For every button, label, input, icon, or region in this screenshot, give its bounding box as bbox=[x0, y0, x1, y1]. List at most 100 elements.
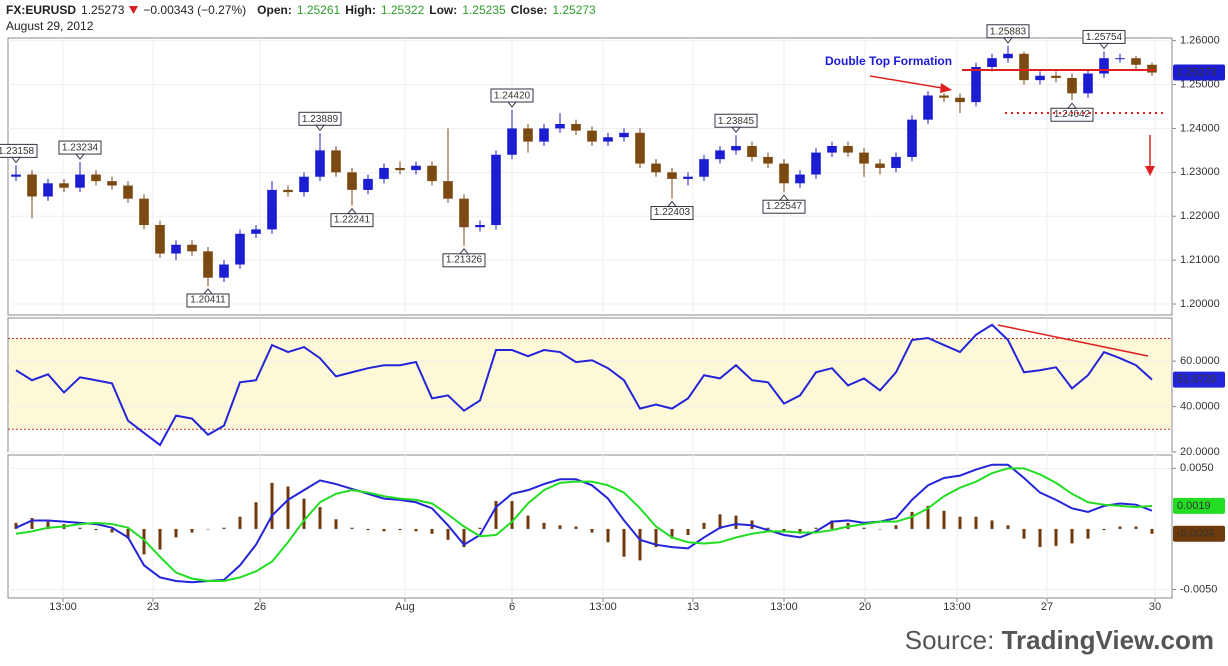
histogram-bar bbox=[574, 526, 578, 529]
histogram-bar bbox=[990, 520, 994, 529]
histogram-bar bbox=[798, 528, 802, 534]
candle-body bbox=[507, 128, 517, 155]
low-label-pointer bbox=[778, 194, 790, 201]
candle-body bbox=[715, 150, 725, 160]
histogram-bar bbox=[1150, 528, 1154, 534]
high: 1.25322 bbox=[380, 3, 425, 17]
candle-body bbox=[1019, 53, 1029, 81]
candle-body bbox=[11, 174, 21, 177]
histogram-bar bbox=[1070, 528, 1074, 544]
histogram-bar bbox=[238, 516, 242, 529]
candle-body bbox=[443, 181, 453, 199]
histogram-bar bbox=[542, 522, 546, 529]
last-price-box bbox=[1173, 64, 1225, 81]
y-tick-label: 60.0000 bbox=[1180, 355, 1220, 367]
histogram-bar bbox=[1022, 528, 1026, 539]
candle-body bbox=[43, 183, 53, 197]
rsi-trendline bbox=[997, 324, 1149, 357]
panels bbox=[7, 37, 1173, 599]
histogram-bar bbox=[1118, 526, 1122, 529]
histogram-bar bbox=[430, 528, 434, 534]
low-label-pointer bbox=[346, 207, 358, 215]
histogram-bar bbox=[942, 510, 946, 529]
candle-body bbox=[139, 198, 149, 226]
candle-body bbox=[843, 145, 853, 153]
candle-body bbox=[379, 167, 389, 179]
histogram-bar bbox=[606, 528, 610, 543]
histogram-bar bbox=[46, 521, 50, 529]
histogram-bar bbox=[446, 528, 450, 540]
candle-body bbox=[1131, 58, 1141, 65]
candle-body bbox=[267, 189, 277, 230]
candle-body bbox=[587, 130, 597, 142]
histogram-bar bbox=[190, 528, 194, 533]
high-label: 1.23889 bbox=[302, 114, 339, 125]
source: Source: TradingView.com bbox=[905, 625, 1214, 656]
candle-body bbox=[347, 172, 357, 190]
source-site: TradingView.com bbox=[1001, 625, 1214, 655]
histogram-bar bbox=[158, 528, 162, 550]
candle-body bbox=[283, 189, 293, 193]
last-value-box bbox=[1173, 371, 1225, 388]
close: 1.25273 bbox=[552, 3, 596, 17]
high-label-pointer bbox=[730, 126, 742, 134]
candle-body bbox=[107, 181, 117, 186]
down-arrow-head bbox=[1145, 166, 1155, 176]
x-tick-label: 6 bbox=[509, 601, 515, 613]
candle-body bbox=[331, 150, 341, 173]
histogram-bar bbox=[302, 498, 306, 529]
close-label: Close: bbox=[510, 3, 548, 17]
last-price: 1.25273 bbox=[1177, 66, 1217, 78]
arrow bbox=[869, 75, 949, 90]
histogram-bar bbox=[718, 514, 722, 529]
candle-body bbox=[475, 225, 485, 228]
date: August 29, 2012 bbox=[6, 19, 94, 33]
histogram-bar bbox=[622, 528, 626, 557]
candle-body bbox=[779, 163, 789, 184]
histogram-bar bbox=[462, 528, 466, 548]
high-label: High: bbox=[345, 3, 376, 17]
high-label-pointer bbox=[314, 124, 326, 132]
histogram-bar bbox=[910, 511, 914, 529]
high-label: 1.25883 bbox=[990, 26, 1027, 37]
low-label-pointer bbox=[1066, 102, 1078, 109]
high-label-pointer bbox=[1098, 42, 1110, 50]
histogram-bar bbox=[478, 527, 482, 529]
x-tick-label: 26 bbox=[254, 601, 266, 613]
high-label: 1.24420 bbox=[494, 91, 531, 102]
histogram-bar bbox=[1054, 528, 1058, 546]
histogram-bar bbox=[654, 528, 658, 548]
symbol: FX:EURUSD bbox=[6, 3, 77, 17]
histogram-bar bbox=[766, 527, 770, 529]
candle-body bbox=[27, 174, 37, 197]
histogram-bar bbox=[590, 528, 594, 533]
candle-body bbox=[155, 225, 165, 254]
y-tick-label: -0.0050 bbox=[1180, 583, 1217, 595]
y-tick-label: 40.0000 bbox=[1180, 400, 1220, 412]
y-tick-label: 0.0050 bbox=[1180, 462, 1214, 474]
low-label: 1.24642 bbox=[1054, 109, 1091, 120]
histogram-bar bbox=[1102, 528, 1106, 531]
candle-body bbox=[75, 174, 85, 188]
candle-body bbox=[571, 124, 581, 131]
price: 1.25273 bbox=[81, 3, 125, 17]
histogram-bar bbox=[686, 528, 690, 535]
x-tick-label: 23 bbox=[147, 601, 159, 613]
low-label-pointer bbox=[458, 248, 470, 255]
candle-body bbox=[219, 264, 229, 278]
line bbox=[15, 323, 1153, 447]
marks: 13:00 23 26 Aug 6 13:00 13 13:00 20 13:00 27 30 1.20… bbox=[0, 24, 1225, 613]
histogram-bar bbox=[286, 486, 290, 529]
candle-body bbox=[875, 163, 885, 168]
candle-body bbox=[1147, 64, 1157, 73]
histogram-bar bbox=[222, 527, 226, 529]
low: 1.25235 bbox=[462, 3, 506, 17]
price-panel bbox=[7, 37, 1173, 316]
x-tick-label: 13:00 bbox=[943, 601, 971, 613]
x-tick-label: 13:00 bbox=[49, 601, 77, 613]
histogram-bar bbox=[334, 519, 338, 529]
histogram-bar bbox=[350, 527, 354, 529]
header: FX:EURUSD 1.25273 −0.00343 (−0.27%) Open… bbox=[6, 2, 596, 34]
low-label: Low: bbox=[429, 3, 458, 17]
y-tick-label: 1.22000 bbox=[1180, 210, 1220, 222]
